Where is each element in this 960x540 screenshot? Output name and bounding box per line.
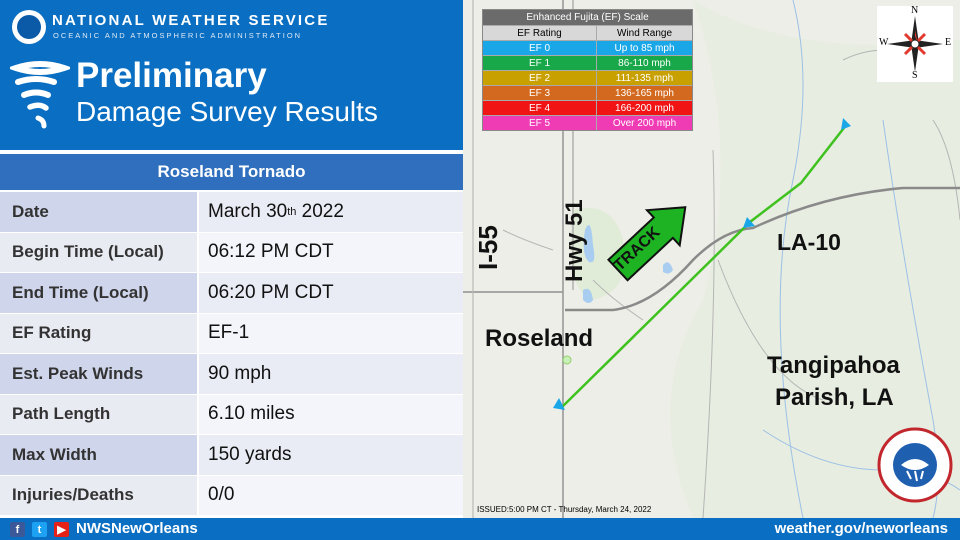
- table-row: Est. Peak Winds 90 mph: [0, 354, 463, 395]
- tornado-icon: [10, 61, 70, 129]
- title-damage-survey: Damage Survey Results: [76, 96, 378, 127]
- compass-rose: N S E W: [877, 5, 953, 82]
- row-label-ef-rating: EF Rating: [0, 313, 199, 353]
- issued-timestamp: ISSUED:5:00 PM CT - Thursday, March 24, …: [477, 505, 652, 514]
- row-value-begin-time: 06:12 PM CDT: [199, 232, 463, 272]
- ef-rating: EF 3: [483, 86, 597, 100]
- row-value-peak-winds: 90 mph: [199, 354, 463, 394]
- title-preliminary: Preliminary: [76, 56, 267, 95]
- damage-track-map[interactable]: Enhanced Fujita (EF) Scale EF Rating Win…: [463, 0, 960, 518]
- table-row: EF Rating EF-1: [0, 313, 463, 354]
- ef-col-rating: EF Rating: [483, 26, 597, 40]
- ef-row-4: EF 4 166-200 mph: [483, 100, 692, 115]
- ef-scale-header: EF Rating Wind Range: [483, 25, 692, 40]
- facebook-icon[interactable]: f: [10, 522, 25, 537]
- ef-wind: 111-135 mph: [615, 72, 674, 84]
- nws-seal-icon: [877, 427, 953, 503]
- website-link[interactable]: weather.gov/neworleans: [774, 520, 948, 537]
- noaa-logo-icon: [12, 10, 46, 44]
- social-handle[interactable]: NWSNewOrleans: [76, 520, 198, 537]
- label-parish-line1: Tangipahoa: [767, 352, 900, 379]
- row-value-ef-rating: EF-1: [199, 313, 463, 353]
- agency-name: NATIONAL WEATHER SERVICE: [52, 12, 330, 29]
- row-label-path-length: Path Length: [0, 394, 199, 434]
- ef-rating: EF 1: [483, 56, 597, 70]
- header-banner: NATIONAL WEATHER SERVICE OCEANIC AND ATM…: [0, 0, 463, 150]
- twitter-icon[interactable]: t: [32, 522, 47, 537]
- row-label-date: Date: [0, 192, 199, 232]
- row-value-end-time: 06:20 PM CDT: [199, 273, 463, 313]
- table-row: Path Length 6.10 miles: [0, 394, 463, 435]
- ef-rating: EF 2: [483, 71, 597, 85]
- ef-rating: EF 4: [483, 101, 597, 115]
- table-row: End Time (Local) 06:20 PM CDT: [0, 273, 463, 314]
- row-value-injuries: 0/0: [199, 475, 463, 515]
- ef-row-5: EF 5 Over 200 mph: [483, 115, 692, 130]
- table-row: Max Width 150 yards: [0, 435, 463, 476]
- row-label-begin-time: Begin Time (Local): [0, 232, 199, 272]
- ef-wind: 86-110 mph: [618, 57, 671, 69]
- ef-scale-title: Enhanced Fujita (EF) Scale: [483, 10, 692, 25]
- ef-rating: EF 0: [483, 41, 597, 55]
- label-i55: I-55: [473, 225, 503, 270]
- ef-wind: Over 200 mph: [612, 117, 677, 129]
- compass-n: N: [911, 5, 919, 16]
- row-label-injuries: Injuries/Deaths: [0, 475, 199, 515]
- label-parish-line2: Parish, LA: [775, 384, 894, 411]
- ef-wind: 136-165 mph: [615, 87, 674, 99]
- compass-e: E: [945, 37, 952, 48]
- info-panel: NATIONAL WEATHER SERVICE OCEANIC AND ATM…: [0, 0, 463, 518]
- row-label-end-time: End Time (Local): [0, 273, 199, 313]
- compass-s: S: [912, 70, 918, 81]
- label-hwy51: Hwy 51: [561, 199, 588, 282]
- ef-row-3: EF 3 136-165 mph: [483, 85, 692, 100]
- ef-wind: 166-200 mph: [615, 102, 674, 114]
- ef-row-2: EF 2 111-135 mph: [483, 70, 692, 85]
- row-label-max-width: Max Width: [0, 435, 199, 475]
- table-row: Injuries/Deaths 0/0: [0, 475, 463, 516]
- ef-row-0: EF 0 Up to 85 mph: [483, 40, 692, 55]
- ef-scale-legend: Enhanced Fujita (EF) Scale EF Rating Win…: [482, 9, 693, 131]
- footer-bar: f t ▶ NWSNewOrleans weather.gov/neworlea…: [0, 518, 960, 540]
- youtube-icon[interactable]: ▶: [54, 522, 69, 537]
- row-label-peak-winds: Est. Peak Winds: [0, 354, 199, 394]
- ef-rating: EF 5: [483, 116, 597, 130]
- label-roseland: Roseland: [485, 325, 594, 352]
- label-la10: LA-10: [777, 229, 841, 255]
- compass-icon: [887, 16, 943, 72]
- row-value-max-width: 150 yards: [199, 435, 463, 475]
- compass-w: W: [879, 37, 889, 48]
- agency-subtitle: OCEANIC AND ATMOSPHERIC ADMINISTRATION: [53, 31, 303, 40]
- ef-col-wind: Wind Range: [616, 27, 673, 39]
- ef-row-1: EF 1 86-110 mph: [483, 55, 692, 70]
- table-row: Begin Time (Local) 06:12 PM CDT: [0, 232, 463, 273]
- row-value-path-length: 6.10 miles: [199, 394, 463, 434]
- event-name: Roseland Tornado: [0, 154, 463, 192]
- ef-wind: Up to 85 mph: [614, 42, 675, 54]
